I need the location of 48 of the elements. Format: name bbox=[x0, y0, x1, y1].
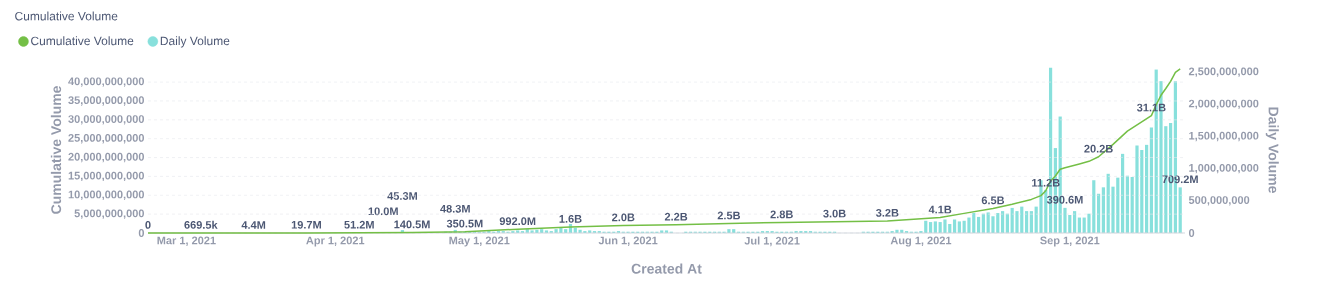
y2-tick-label: 0 bbox=[1188, 229, 1195, 237]
y-tick-label: 10,000,000,000 bbox=[68, 190, 144, 200]
data-label: 19.7M bbox=[291, 220, 321, 229]
chart-title: Cumulative Volume bbox=[15, 11, 118, 21]
y2-tick-label: 1,000,000,000 bbox=[1189, 163, 1259, 174]
y2-tick-label: 2,500,000,000 bbox=[1188, 67, 1259, 77]
x-tick-label: Jul 1, 2021 bbox=[744, 236, 800, 247]
y2-axis-title: Daily Volume bbox=[1265, 107, 1279, 193]
data-label: 6.5B bbox=[981, 196, 1005, 205]
x-tick-label: Aug 1, 2021 bbox=[890, 236, 952, 247]
y-tick-label: 30,000,000,000 bbox=[68, 115, 144, 125]
x-tick-label: Mar 1, 2021 bbox=[157, 236, 216, 246]
y-tick-label: 15,000,000,000 bbox=[68, 171, 144, 182]
data-label: 45.3M bbox=[387, 192, 417, 200]
data-label: 350.5M bbox=[446, 219, 483, 228]
data-label: 10.0M bbox=[368, 207, 398, 216]
y-tick-label: 5,000,000,000 bbox=[74, 209, 144, 219]
y2-tick-label: 1,500,000,000 bbox=[1189, 131, 1259, 142]
y-tick-label: 20,000,000,000 bbox=[68, 152, 144, 163]
y-tick-label: 25,000,000,000 bbox=[68, 134, 144, 144]
data-label: 51.2M bbox=[344, 220, 374, 229]
x-tick-label: Jun 1, 2021 bbox=[598, 236, 658, 246]
data-label: 1.6B bbox=[559, 214, 582, 223]
data-label: 3.2B bbox=[875, 208, 899, 217]
data-label: 669.5k bbox=[184, 220, 218, 229]
x-tick-label: May 1, 2021 bbox=[449, 236, 510, 247]
y2-tick-label: 500,000,000 bbox=[1188, 196, 1250, 206]
y-tick-label: 0 bbox=[138, 229, 145, 237]
data-label: 4.1B bbox=[928, 205, 952, 214]
data-label: 2.5B bbox=[717, 211, 741, 220]
x-tick-label: Apr 1, 2021 bbox=[306, 236, 365, 247]
x-tick-label: Sep 1, 2021 bbox=[1040, 236, 1100, 247]
y2-tick-label: 2,000,000,000 bbox=[1188, 99, 1259, 110]
data-label: 3.0B bbox=[823, 209, 846, 218]
legend-label: Daily Volume bbox=[160, 36, 230, 48]
data-label: 2.0B bbox=[612, 213, 635, 222]
data-label: 0 bbox=[145, 221, 151, 229]
data-label: 140.5M bbox=[394, 220, 430, 229]
x-axis-title: Created At bbox=[631, 263, 702, 274]
data-label: 2.2B bbox=[664, 212, 688, 221]
data-label: 48.3M bbox=[440, 204, 470, 213]
data-label: 992.0M bbox=[499, 217, 536, 226]
legend-label: Cumulative Volume bbox=[31, 36, 134, 46]
data-label: 2.8B bbox=[770, 210, 793, 219]
y-tick-label: 40,000,000,000 bbox=[68, 77, 144, 87]
data-label: 4.4M bbox=[241, 221, 266, 229]
y-tick-label: 35,000,000,000 bbox=[68, 96, 144, 106]
y-axis-title: Cumulative Volume bbox=[50, 86, 62, 214]
